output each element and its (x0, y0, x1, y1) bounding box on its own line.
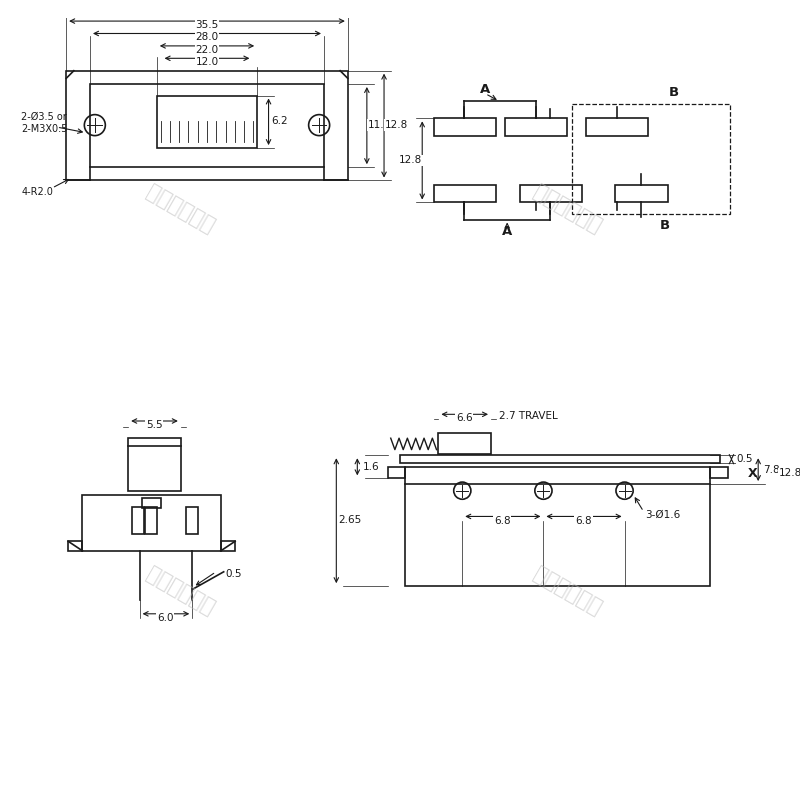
Text: 28.0: 28.0 (195, 32, 218, 42)
Text: 22.0: 22.0 (195, 45, 218, 54)
Bar (586, 118, 649, 136)
Text: 2-M3X0.5: 2-M3X0.5 (22, 124, 68, 134)
Text: 6.6: 6.6 (456, 413, 473, 423)
Bar (128, 438, 181, 490)
Text: 35.5: 35.5 (195, 20, 218, 30)
Bar (186, 507, 198, 534)
Text: 1.6: 1.6 (362, 462, 379, 472)
Bar (142, 498, 161, 508)
Text: 温州一键电子: 温州一键电子 (530, 563, 605, 618)
Bar (66, 70, 348, 181)
Bar (146, 507, 157, 534)
Text: 0.5: 0.5 (226, 569, 242, 578)
Text: 2-Ø3.5 or: 2-Ø3.5 or (22, 111, 67, 122)
Text: 6.8: 6.8 (494, 516, 510, 526)
Text: B: B (669, 86, 679, 99)
Text: 温州一键电子: 温州一键电子 (530, 182, 605, 237)
Text: 12.8: 12.8 (385, 120, 408, 130)
Bar (506, 118, 567, 136)
Text: A: A (502, 225, 512, 238)
Bar (90, 84, 324, 167)
Text: 温州一键电子: 温州一键电子 (143, 182, 218, 237)
Text: 7.8: 7.8 (763, 465, 780, 474)
Text: 2.7 TRAVEL: 2.7 TRAVEL (498, 411, 558, 422)
Bar (405, 467, 710, 586)
Bar (388, 467, 405, 478)
Text: 3-Ø1.6: 3-Ø1.6 (646, 510, 681, 519)
Bar (157, 95, 257, 148)
Text: 12.8: 12.8 (399, 155, 422, 166)
Bar (82, 495, 221, 551)
Bar (519, 186, 582, 202)
Text: 4-R2.0: 4-R2.0 (22, 187, 54, 197)
Text: 6.0: 6.0 (158, 613, 174, 622)
Text: 6.8: 6.8 (575, 516, 592, 526)
Text: 6.2: 6.2 (272, 116, 288, 126)
Bar (132, 507, 143, 534)
Bar (710, 467, 728, 478)
Text: 12.0: 12.0 (195, 57, 218, 67)
Bar (572, 104, 730, 214)
Text: X: X (748, 467, 758, 480)
Text: 0.5: 0.5 (737, 454, 753, 464)
Text: 5.5: 5.5 (146, 420, 162, 430)
Text: 2.65: 2.65 (338, 515, 362, 526)
Text: 温州一键电子: 温州一键电子 (143, 563, 218, 618)
Bar (438, 434, 491, 454)
Bar (400, 455, 720, 463)
Bar (615, 186, 667, 202)
Bar (68, 542, 82, 551)
Text: B: B (659, 219, 670, 232)
Bar (434, 118, 496, 136)
Bar (434, 186, 496, 202)
Text: 12.8: 12.8 (779, 469, 800, 478)
Bar (221, 542, 235, 551)
Text: A: A (480, 83, 490, 96)
Text: 11.0: 11.0 (368, 120, 391, 130)
